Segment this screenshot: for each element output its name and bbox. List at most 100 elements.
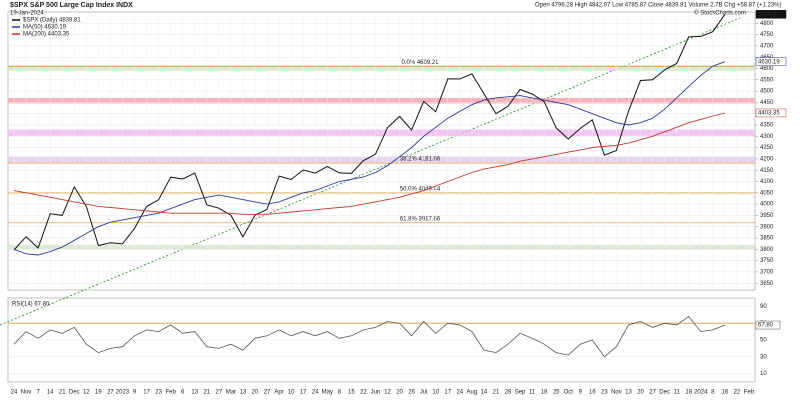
x-tick-label: 12 xyxy=(384,390,391,396)
x-tick-label: May xyxy=(322,390,333,396)
fib-label: 38.2% 4181.66 xyxy=(400,157,441,163)
x-tick-label: 21 xyxy=(203,390,210,396)
x-tick-label: 24 xyxy=(456,390,463,396)
x-tick-label: Sep xyxy=(515,390,526,396)
chart-date: 19-Jan-2024 xyxy=(10,11,44,17)
rsi-line xyxy=(13,315,726,358)
y-tick-label: 3900 xyxy=(760,224,774,230)
price-band xyxy=(8,156,755,163)
end-label-box xyxy=(755,108,787,118)
x-tick-label: 28 xyxy=(505,390,512,396)
x-tick-label: Dec xyxy=(69,390,80,396)
trendline xyxy=(0,17,741,326)
x-tick-label: 14 xyxy=(47,390,54,396)
x-tick-label: 20 xyxy=(396,390,403,396)
y-tick-label: 3700 xyxy=(760,269,774,275)
y-tick-label: 3650 xyxy=(760,281,774,287)
price-band xyxy=(8,65,755,71)
ma-line xyxy=(13,61,726,256)
y-tick-label: 3950 xyxy=(760,213,774,219)
x-tick-label: Nov xyxy=(21,390,32,396)
y-tick-label: 4000 xyxy=(760,202,774,208)
x-tick-label: 2023 xyxy=(116,390,130,396)
x-tick-label: 24 xyxy=(11,390,18,396)
y-tick-label: 4050 xyxy=(760,190,774,196)
y-tick-label: 4550 xyxy=(760,77,774,83)
y-tick-label: 4350 xyxy=(760,123,774,129)
x-tick-label: 27 xyxy=(216,390,223,396)
chart-title: $SPX S&P 500 Large Cap Index INDX xyxy=(10,2,133,9)
y-tick-label: 4800 xyxy=(760,21,774,27)
legend-entry: MA(50) 4630.19 xyxy=(23,25,67,31)
x-tick-label: 9 xyxy=(579,390,583,396)
fib-label: 50.0% 4049.44 xyxy=(400,187,441,193)
x-tick-label: 23 xyxy=(155,390,162,396)
x-tick-label: Nov xyxy=(611,390,622,396)
y-tick-label: 4200 xyxy=(760,156,774,162)
x-tick-label: 11 xyxy=(529,390,536,396)
x-tick-label: 11 xyxy=(674,390,681,396)
fib-label: 0.0% 4609.21 xyxy=(401,60,439,66)
price-band xyxy=(8,244,755,250)
y-tick-label: 4450 xyxy=(760,100,774,106)
x-tick-label: Mar xyxy=(226,390,236,396)
x-tick-label: 15 xyxy=(348,390,355,396)
y-tick-label: 4700 xyxy=(760,43,774,49)
y-tick-label: 4500 xyxy=(760,89,774,95)
x-tick-label: Jun xyxy=(371,390,381,396)
x-tick-label: 6 xyxy=(181,390,185,396)
x-tick-label: 2024 xyxy=(694,390,708,396)
x-tick-label: 18 xyxy=(685,390,692,396)
end-label: 4839.81 xyxy=(758,12,780,18)
x-tick-label: 21 xyxy=(59,390,66,396)
fib-label: 61.8% 3917.66 xyxy=(400,216,441,222)
y-tick-label: 4100 xyxy=(760,179,774,185)
x-tick-label: 13 xyxy=(191,390,198,396)
x-tick-label: Feb xyxy=(165,390,176,396)
ma-line xyxy=(13,112,726,215)
x-tick-label: Aug xyxy=(467,390,478,396)
y-tick-label: 3850 xyxy=(760,236,774,242)
x-tick-label: 21 xyxy=(493,390,500,396)
x-tick-label: 8 xyxy=(338,390,342,396)
price-panel xyxy=(7,11,756,291)
x-tick-label: 12 xyxy=(83,390,90,396)
x-tick-label: Jul xyxy=(420,390,428,396)
x-tick-label: 17 xyxy=(300,390,307,396)
rsi-tick-label: 50 xyxy=(760,338,767,344)
x-tick-label: Feb xyxy=(744,390,755,396)
x-tick-label: Apr xyxy=(274,390,283,396)
end-label-box xyxy=(755,57,787,66)
x-tick-label: 23 xyxy=(601,390,608,396)
x-tick-label: 16 xyxy=(589,390,596,396)
x-tick-label: 19 xyxy=(95,390,102,396)
x-tick-label: 20 xyxy=(252,390,259,396)
x-tick-label: 22 xyxy=(734,390,741,396)
end-label: 4403.35 xyxy=(758,111,780,117)
x-tick-label: 13 xyxy=(625,390,632,396)
price-line xyxy=(13,14,726,251)
credit: © StockCharts.com xyxy=(694,10,746,17)
y-tick-label: 4150 xyxy=(760,168,774,174)
x-tick-label: 13 xyxy=(240,390,247,396)
x-tick-label: 8 xyxy=(711,390,715,396)
x-tick-label: Oct xyxy=(564,390,574,396)
legend-entry: $SPX (Daily) 4839.81 xyxy=(23,18,81,24)
y-tick-label: 4750 xyxy=(760,32,774,38)
x-tick-label: 24 xyxy=(312,390,319,396)
x-tick-label: 22 xyxy=(360,390,367,396)
rsi-end-label: 67.80 xyxy=(758,323,774,329)
price-band xyxy=(8,97,755,104)
y-tick-label: 3800 xyxy=(760,247,774,253)
legend-entry: MA(200) 4403.35 xyxy=(23,32,70,38)
x-tick-label: 27 xyxy=(264,390,271,396)
y-tick-label: 3750 xyxy=(760,258,774,264)
x-tick-label: 26 xyxy=(408,390,415,396)
x-tick-label: 17 xyxy=(444,390,451,396)
rsi-legend: RSI(14) 67.80 xyxy=(12,302,50,308)
y-tick-label: 4600 xyxy=(760,66,774,72)
x-tick-label: 27 xyxy=(107,390,114,396)
quote: Open 4796.28 High 4842.07 Low 4785.87 Cl… xyxy=(535,3,782,9)
x-tick-label: 14 xyxy=(481,390,488,396)
y-tick-label: 4300 xyxy=(760,134,774,140)
